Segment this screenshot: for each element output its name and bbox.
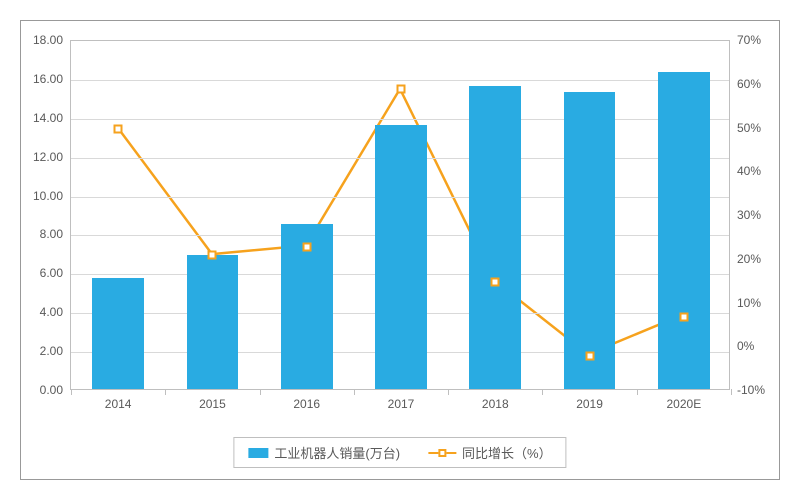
y-right-tick-label: 40% bbox=[729, 164, 779, 178]
legend-label-bars: 工业机器人销量(万台) bbox=[274, 443, 400, 462]
x-tick-label: 2019 bbox=[576, 389, 603, 411]
line-marker bbox=[491, 277, 500, 286]
x-tick-label: 2020E bbox=[666, 389, 701, 411]
bar bbox=[187, 255, 239, 389]
plot-area: 0.002.004.006.008.0010.0012.0014.0016.00… bbox=[70, 40, 730, 390]
x-tick-label: 2015 bbox=[199, 389, 226, 411]
line-marker bbox=[397, 85, 406, 94]
y-left-tick-label: 2.00 bbox=[21, 344, 71, 358]
x-tick-label: 2017 bbox=[388, 389, 415, 411]
x-tick bbox=[71, 389, 72, 395]
bar bbox=[469, 86, 521, 389]
legend-item-bars: 工业机器人销量(万台) bbox=[248, 443, 400, 462]
x-tick bbox=[448, 389, 449, 395]
y-right-tick-label: 50% bbox=[729, 121, 779, 135]
y-left-tick-label: 12.00 bbox=[21, 150, 71, 164]
gridline bbox=[71, 119, 729, 120]
legend-item-line: 同比增长（%） bbox=[428, 443, 552, 462]
y-right-tick-label: 70% bbox=[729, 33, 779, 47]
y-right-tick-label: 30% bbox=[729, 208, 779, 222]
gridline bbox=[71, 80, 729, 81]
x-tick-label: 2016 bbox=[293, 389, 320, 411]
legend-label-line: 同比增长（%） bbox=[462, 443, 552, 462]
legend: 工业机器人销量(万台) 同比增长（%） bbox=[233, 437, 566, 468]
x-tick bbox=[165, 389, 166, 395]
bar bbox=[658, 72, 710, 389]
y-left-tick-label: 14.00 bbox=[21, 111, 71, 125]
line-marker bbox=[208, 251, 217, 260]
x-tick bbox=[260, 389, 261, 395]
line-marker bbox=[114, 124, 123, 133]
line-marker bbox=[585, 352, 594, 361]
y-left-tick-label: 8.00 bbox=[21, 227, 71, 241]
y-left-tick-label: 18.00 bbox=[21, 33, 71, 47]
x-tick bbox=[731, 389, 732, 395]
y-right-tick-label: -10% bbox=[729, 383, 779, 397]
legend-swatch-bar bbox=[248, 448, 268, 458]
y-right-tick-label: 60% bbox=[729, 77, 779, 91]
y-left-tick-label: 0.00 bbox=[21, 383, 71, 397]
bar bbox=[375, 125, 427, 389]
x-tick-label: 2018 bbox=[482, 389, 509, 411]
y-left-tick-label: 16.00 bbox=[21, 72, 71, 86]
bar bbox=[92, 278, 144, 389]
x-tick-label: 2014 bbox=[105, 389, 132, 411]
y-left-tick-label: 6.00 bbox=[21, 266, 71, 280]
y-left-tick-label: 10.00 bbox=[21, 189, 71, 203]
x-tick bbox=[354, 389, 355, 395]
x-tick bbox=[542, 389, 543, 395]
y-right-tick-label: 10% bbox=[729, 296, 779, 310]
line-marker bbox=[679, 312, 688, 321]
bar bbox=[564, 92, 616, 390]
legend-swatch-line bbox=[428, 452, 456, 454]
line-marker bbox=[302, 242, 311, 251]
x-tick bbox=[637, 389, 638, 395]
y-right-tick-label: 20% bbox=[729, 252, 779, 266]
y-right-tick-label: 0% bbox=[729, 339, 779, 353]
legend-marker-icon bbox=[438, 449, 446, 457]
y-left-tick-label: 4.00 bbox=[21, 305, 71, 319]
